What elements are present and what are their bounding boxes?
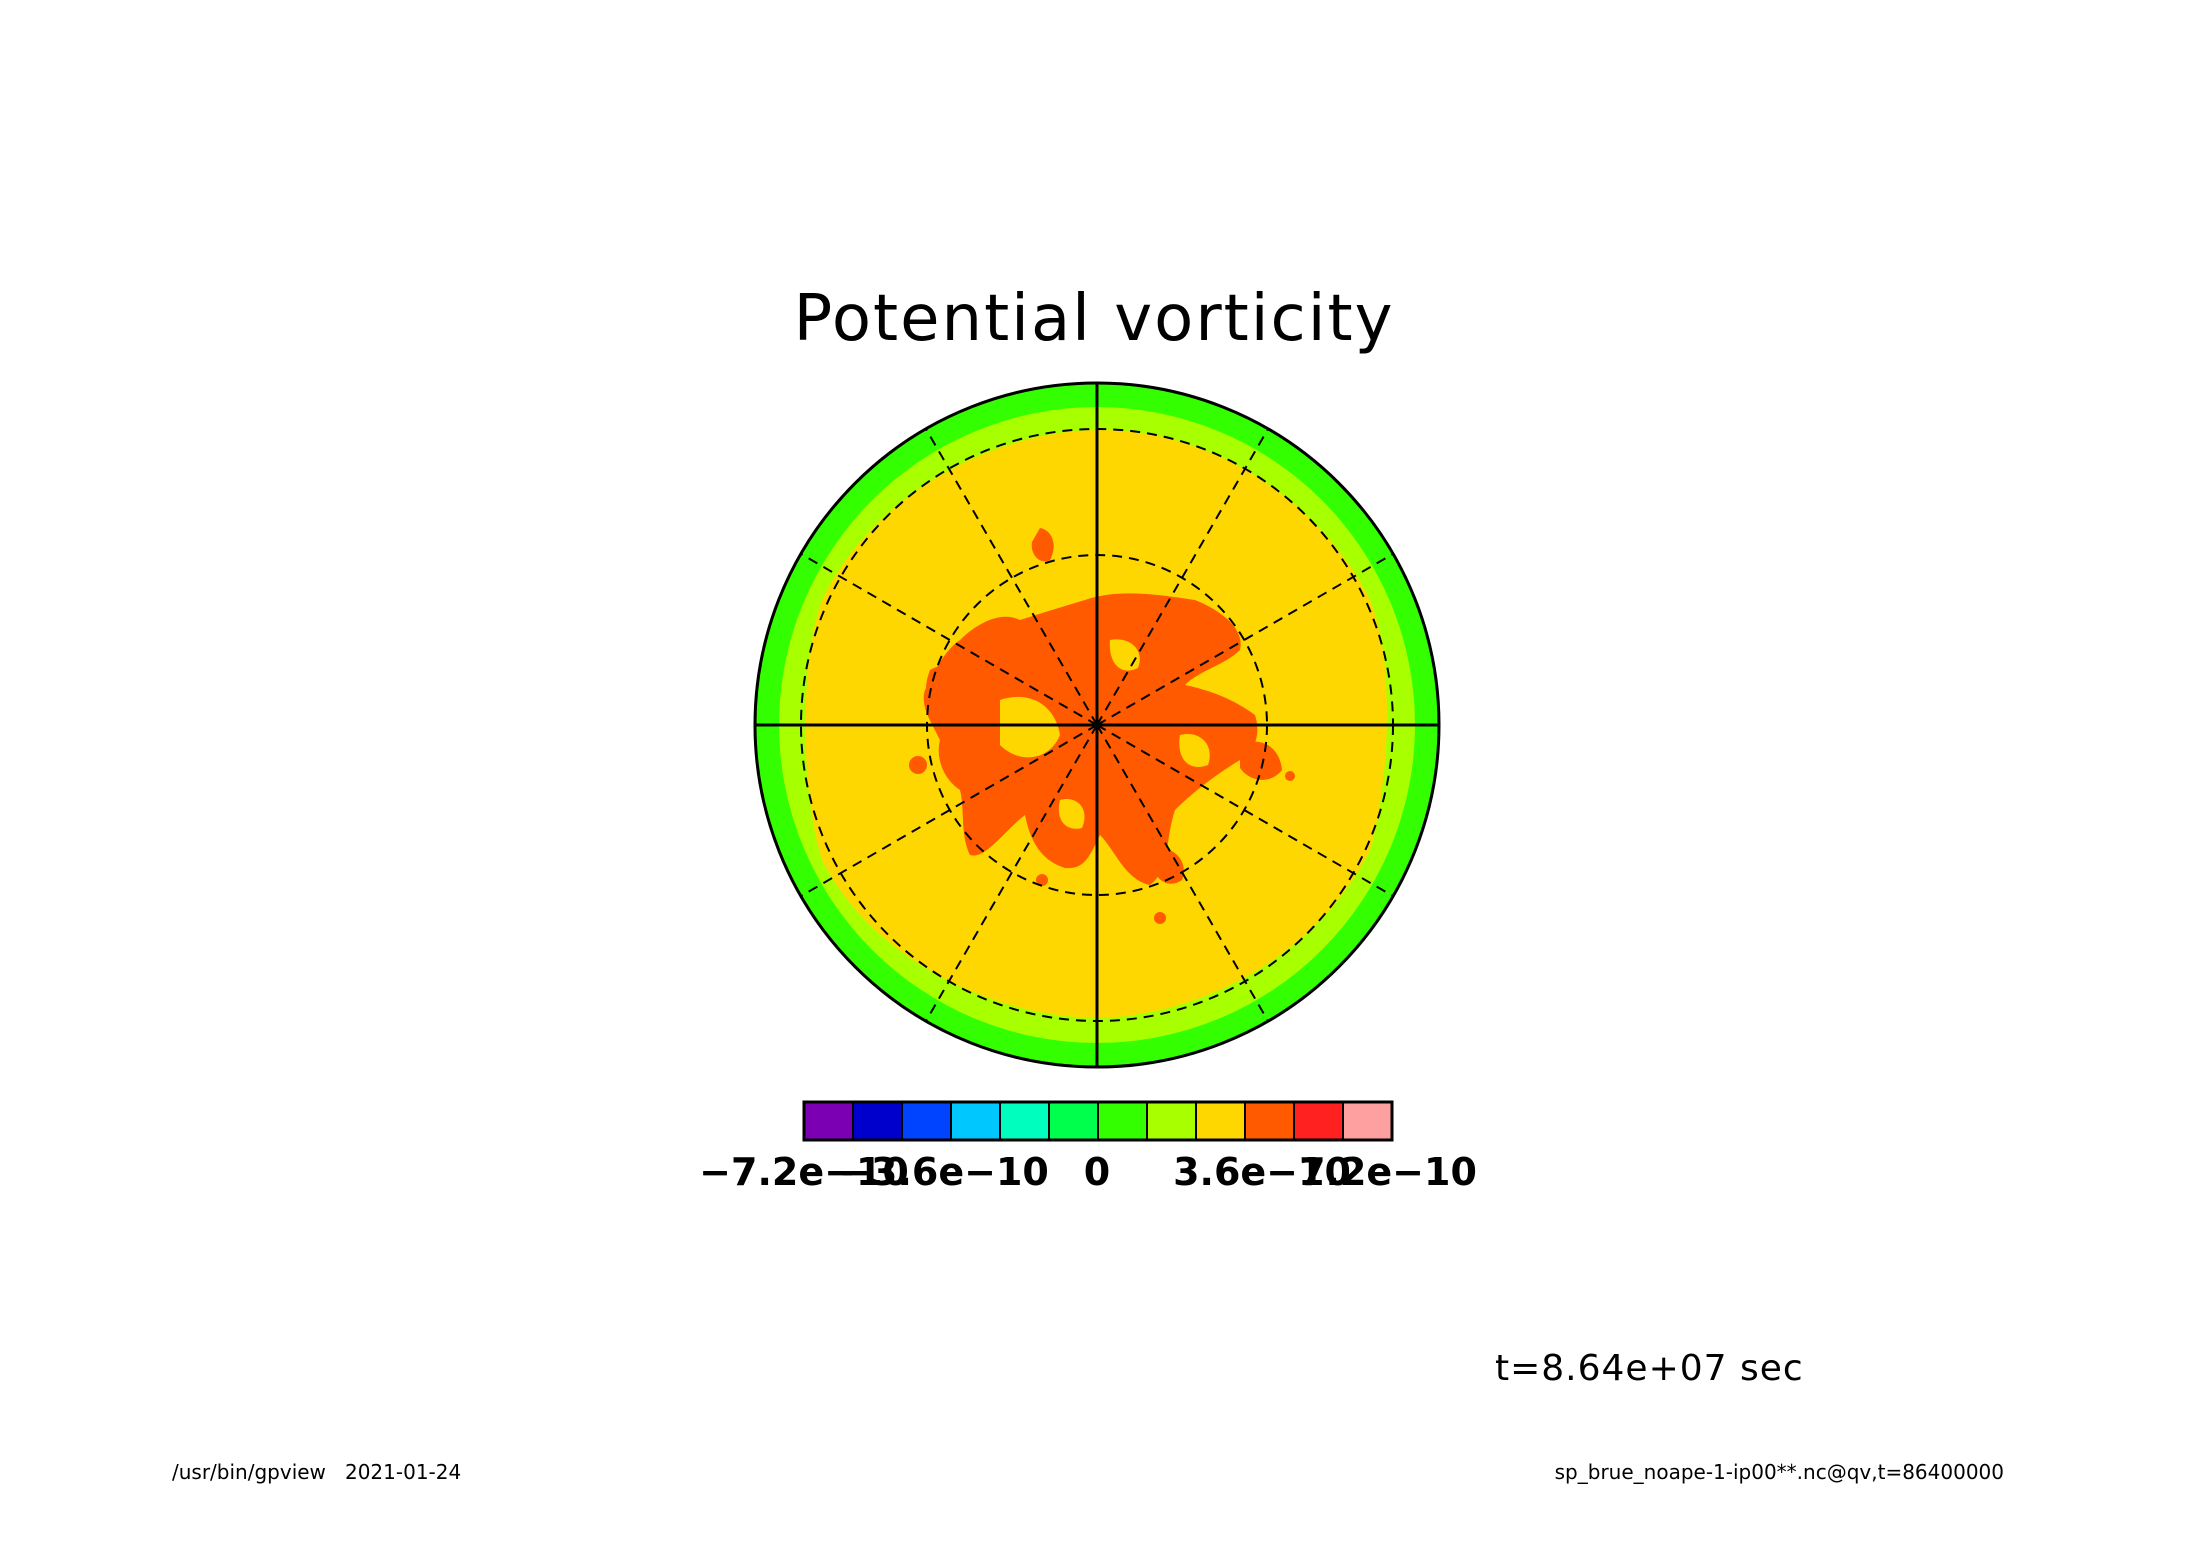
time-label: t=8.64e+07 sec — [1495, 1348, 1804, 1389]
colorbar-swatch-7 — [1097, 1101, 1148, 1141]
meridian-30 — [1096, 428, 1269, 726]
meridian-150 — [1096, 724, 1269, 1022]
footer-program: /usr/bin/gpview — [172, 1460, 326, 1484]
colorbar-swatch-5 — [999, 1101, 1050, 1141]
meridian-300 — [800, 553, 1098, 726]
colorbar-tick-label-2: −3.6e−10 — [839, 1150, 1049, 1194]
meridian-210 — [925, 724, 1098, 1022]
chart-title: Potential vorticity — [793, 282, 1395, 356]
footer-left: /usr/bin/gpview 2021-01-24 — [172, 1460, 461, 1484]
map-boundary — [753, 381, 1441, 1069]
colorbar-swatch-8 — [1146, 1101, 1197, 1141]
colorbar-tick-label-5: 7.2e−10 — [1299, 1150, 1477, 1194]
colorbar-swatch-10 — [1244, 1101, 1295, 1141]
colorbar-swatch-3 — [901, 1101, 952, 1141]
colorbar-tick-label-3: 0 — [1083, 1150, 1111, 1194]
colorbar-swatch-9 — [1195, 1101, 1246, 1141]
footer-date: 2021-01-24 — [344, 1460, 462, 1484]
map-axes — [753, 381, 1441, 1069]
colorbar-swatch-6 — [1048, 1101, 1099, 1141]
colorbar-swatch-2 — [852, 1101, 903, 1141]
field-pockets — [1000, 639, 1210, 829]
colorbar-frame — [802, 1100, 1394, 1142]
colorbar-tick-label-4: 3.6e−10 — [1173, 1150, 1351, 1194]
meridian-330 — [925, 428, 1098, 726]
field-band-core — [909, 528, 1295, 924]
colorbar-swatch-12 — [1342, 1101, 1393, 1141]
meridian-60 — [1096, 553, 1394, 726]
colorbar-tick-label-1: −7.2e−10 — [699, 1150, 909, 1194]
colorbar-swatch-1 — [803, 1101, 854, 1141]
colorbar-swatch-4 — [950, 1101, 1001, 1141]
meridian-120 — [1096, 724, 1394, 897]
footer-source: sp_brue_noape-1-ip00**.nc@qv,t=86400000 — [1554, 1460, 2004, 1484]
meridian-240 — [800, 724, 1098, 897]
colorbar — [802, 1100, 1394, 1142]
colorbar-swatch-11 — [1293, 1101, 1344, 1141]
